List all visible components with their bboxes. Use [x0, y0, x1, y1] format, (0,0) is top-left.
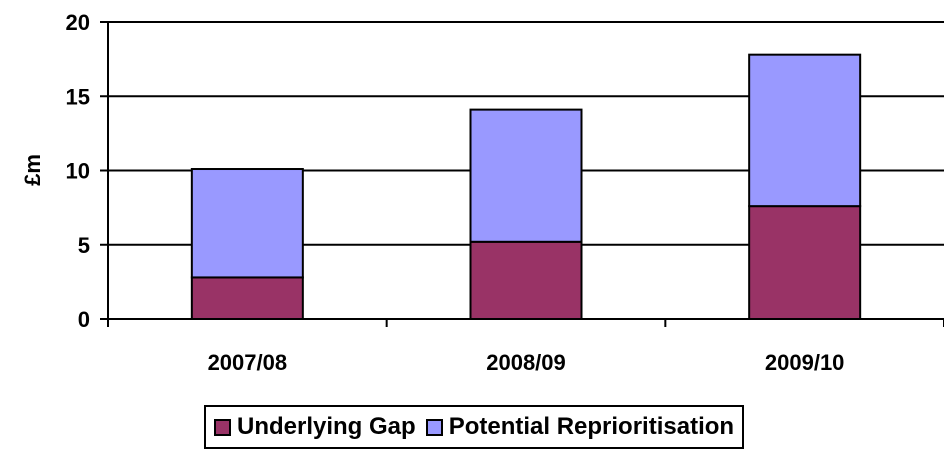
y-axis-title: £m — [20, 154, 45, 186]
legend-label-potential-reprioritisation: Potential Reprioritisation — [448, 413, 735, 440]
x-tick-labels: 2007/08 2008/09 2009/10 — [208, 350, 845, 375]
bar-underlying-gap-2009-10 — [748, 205, 862, 320]
legend-label-underlying-gap: Underlying Gap — [237, 413, 416, 440]
bar-potential-reprioritisation-2008-09 — [469, 108, 583, 243]
x-tick-label: 2008/09 — [486, 350, 566, 375]
legend-swatch-underlying-gap — [214, 418, 231, 436]
bar-potential-reprioritisation-2007-08 — [190, 168, 304, 279]
bar-underlying-gap-2008-09 — [469, 240, 583, 320]
y-tick-label: 10 — [66, 159, 90, 184]
y-tick-label: 5 — [78, 233, 90, 258]
legend: Underlying Gap Potential Reprioritisatio… — [204, 405, 745, 449]
stacked-bar-chart: 0 5 10 15 20 2007/08 2008/09 2009/10 £m — [20, 10, 944, 375]
axes — [100, 21, 944, 327]
y-tick-label: 0 — [78, 307, 90, 332]
legend-item-potential-reprioritisation: Potential Reprioritisation — [425, 413, 735, 441]
bar-underlying-gap-2007-08 — [190, 276, 304, 321]
x-tick-label: 2007/08 — [208, 350, 288, 375]
y-tick-labels: 0 5 10 15 20 — [66, 10, 90, 332]
bars — [190, 53, 862, 321]
bar-potential-reprioritisation-2009-10 — [748, 53, 862, 208]
y-tick-label: 15 — [66, 84, 90, 109]
y-tick-label: 20 — [66, 10, 90, 35]
legend-item-underlying-gap: Underlying Gap — [214, 413, 416, 441]
x-tick-label: 2009/10 — [765, 350, 845, 375]
legend-swatch-potential-reprioritisation — [425, 418, 443, 436]
